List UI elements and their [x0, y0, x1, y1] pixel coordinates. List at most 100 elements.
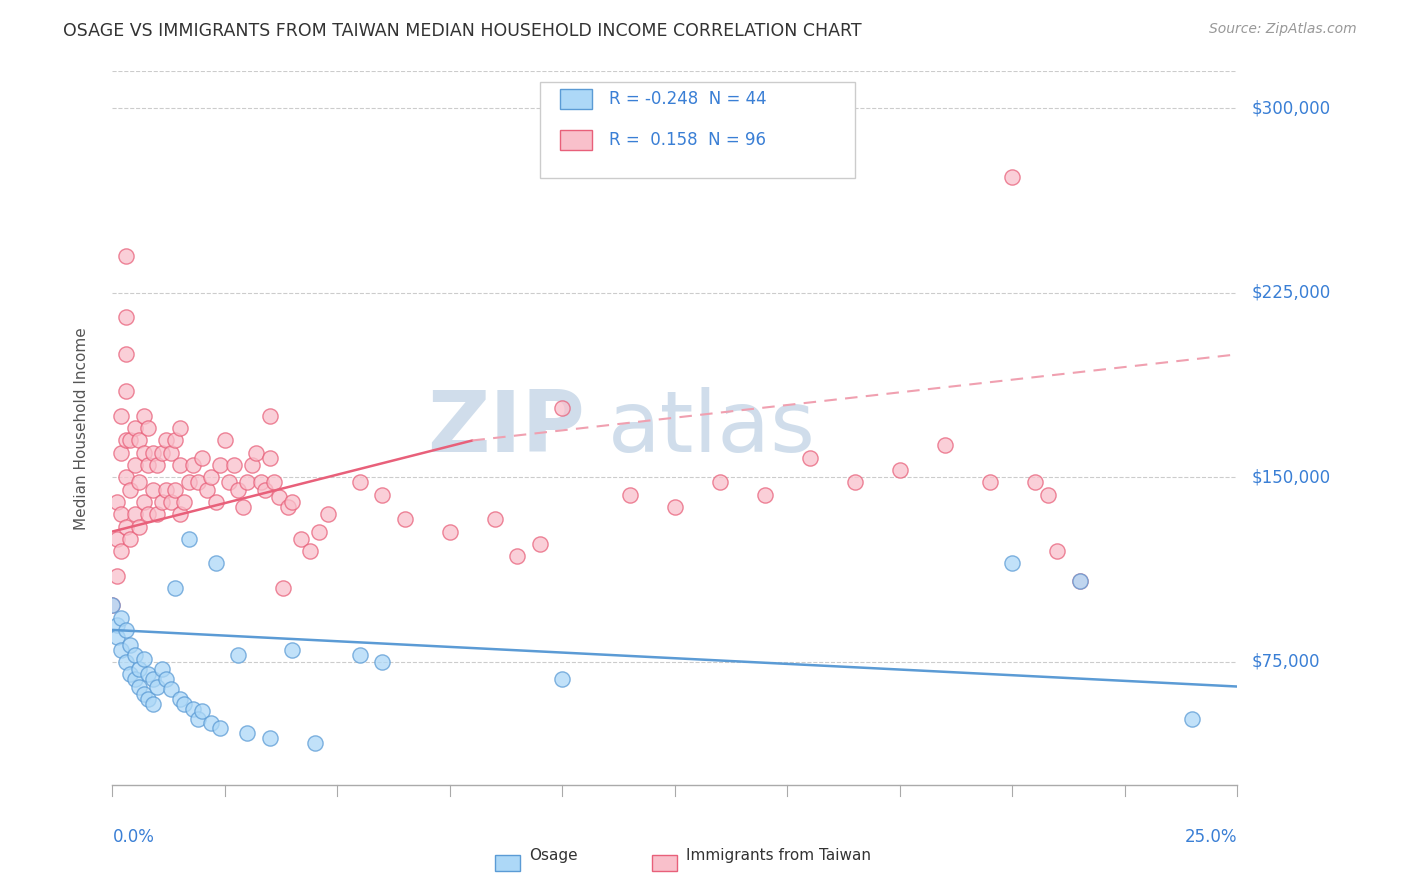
- Point: [120, 434, 142, 448]
- Point: [1001, 170, 1024, 185]
- Point: [304, 736, 326, 750]
- Point: [155, 434, 177, 448]
- Point: [209, 458, 232, 472]
- Point: [240, 458, 263, 472]
- Point: [120, 532, 142, 546]
- Point: [120, 483, 142, 497]
- Point: [506, 549, 529, 563]
- Point: [101, 599, 124, 613]
- Point: [177, 532, 200, 546]
- Text: ZIP: ZIP: [427, 386, 585, 470]
- Point: [124, 672, 146, 686]
- Point: [105, 495, 128, 509]
- Text: 25.0%: 25.0%: [1185, 828, 1237, 846]
- Point: [183, 458, 205, 472]
- Point: [394, 512, 416, 526]
- Point: [150, 446, 173, 460]
- Point: [228, 648, 250, 662]
- Point: [128, 662, 150, 676]
- Point: [484, 512, 506, 526]
- Point: [259, 409, 281, 423]
- Point: [799, 450, 821, 465]
- Point: [142, 672, 165, 686]
- Y-axis label: Median Household Income: Median Household Income: [75, 326, 89, 530]
- Point: [160, 446, 183, 460]
- Point: [132, 409, 155, 423]
- Point: [173, 495, 195, 509]
- Point: [349, 475, 371, 490]
- Point: [169, 691, 191, 706]
- Point: [128, 475, 150, 490]
- Point: [664, 500, 686, 514]
- Point: [173, 697, 195, 711]
- Point: [191, 704, 214, 718]
- Point: [318, 508, 340, 522]
- Point: [105, 532, 128, 546]
- Point: [146, 458, 169, 472]
- Point: [128, 680, 150, 694]
- Point: [115, 384, 138, 399]
- FancyBboxPatch shape: [495, 855, 520, 871]
- Point: [138, 458, 160, 472]
- Point: [169, 421, 191, 435]
- Point: [1001, 557, 1024, 571]
- Point: [132, 446, 155, 460]
- Point: [124, 421, 146, 435]
- Point: [267, 490, 290, 504]
- Point: [155, 672, 177, 686]
- Point: [259, 731, 281, 746]
- Point: [138, 421, 160, 435]
- Text: Immigrants from Taiwan: Immigrants from Taiwan: [686, 848, 872, 863]
- Point: [124, 458, 146, 472]
- Point: [308, 524, 330, 539]
- Point: [120, 638, 142, 652]
- Point: [1069, 574, 1091, 588]
- Point: [754, 487, 776, 501]
- Point: [979, 475, 1001, 490]
- Point: [273, 581, 295, 595]
- Point: [187, 712, 209, 726]
- Point: [236, 475, 259, 490]
- Point: [132, 495, 155, 509]
- Point: [349, 648, 371, 662]
- Point: [195, 483, 218, 497]
- Point: [277, 500, 299, 514]
- Point: [205, 557, 228, 571]
- Point: [889, 463, 911, 477]
- Point: [132, 652, 155, 666]
- Point: [142, 697, 165, 711]
- Point: [205, 495, 228, 509]
- Point: [1069, 574, 1091, 588]
- Point: [110, 544, 132, 558]
- Point: [709, 475, 731, 490]
- FancyBboxPatch shape: [560, 89, 592, 109]
- Point: [254, 483, 277, 497]
- Point: [371, 487, 394, 501]
- Point: [218, 475, 240, 490]
- Point: [222, 458, 245, 472]
- Point: [155, 483, 177, 497]
- Point: [250, 475, 273, 490]
- Point: [105, 618, 128, 632]
- Point: [844, 475, 866, 490]
- Point: [191, 450, 214, 465]
- Text: atlas: atlas: [607, 386, 815, 470]
- Point: [200, 470, 222, 484]
- Point: [110, 446, 132, 460]
- Text: Source: ZipAtlas.com: Source: ZipAtlas.com: [1209, 22, 1357, 37]
- Point: [115, 470, 138, 484]
- Point: [105, 569, 128, 583]
- Point: [115, 623, 138, 637]
- Point: [101, 599, 124, 613]
- Point: [1181, 712, 1204, 726]
- Point: [150, 662, 173, 676]
- Point: [105, 630, 128, 644]
- Point: [209, 722, 232, 736]
- Point: [619, 487, 641, 501]
- Point: [551, 401, 574, 416]
- Point: [169, 508, 191, 522]
- Text: $75,000: $75,000: [1251, 653, 1320, 671]
- Point: [142, 446, 165, 460]
- Point: [146, 508, 169, 522]
- Point: [228, 483, 250, 497]
